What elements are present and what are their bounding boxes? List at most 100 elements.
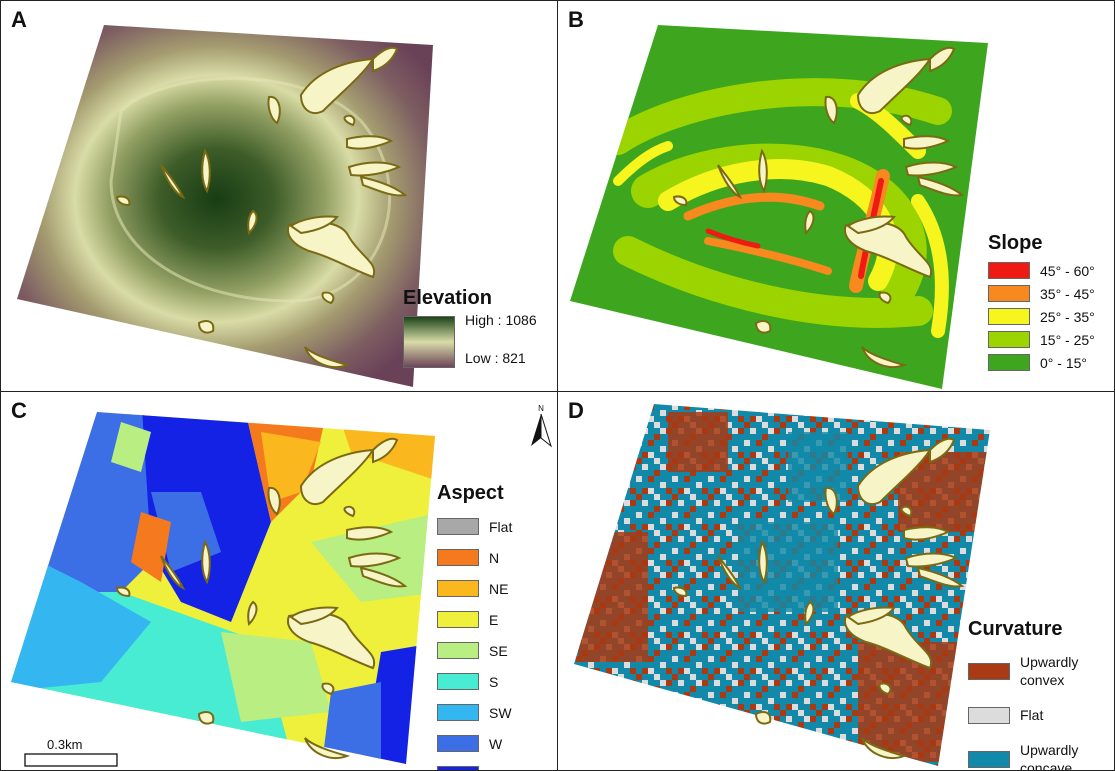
landslide-polygon — [289, 215, 339, 235]
landslide-polygon — [359, 566, 408, 588]
elevation-legend: Elevation High : 1086 Low : 821 — [403, 287, 537, 370]
landslide-polygon — [824, 486, 838, 516]
legend-label: 15° - 25° — [1040, 331, 1095, 348]
legend-row: NW — [437, 759, 512, 770]
landslide-polygon — [201, 148, 211, 194]
landslide-polygon — [197, 320, 215, 334]
legend-label: 0° - 15° — [1040, 354, 1087, 371]
landslide-polygons — [115, 437, 408, 759]
landslide-polygon — [903, 135, 951, 150]
legend-row: NE — [437, 573, 512, 604]
legend-label: N — [489, 549, 500, 566]
landslide-polygon — [160, 555, 186, 591]
landslide-polygons — [115, 46, 408, 368]
legend-label: NE — [489, 580, 509, 597]
elevation-map — [17, 25, 433, 387]
landslide-polygon — [878, 291, 892, 305]
legend-row: Upwardly concave — [968, 737, 1100, 771]
legend-swatch — [988, 331, 1030, 348]
panel-label-d: D — [568, 398, 584, 423]
elevation-legend-title: Elevation — [403, 287, 492, 309]
landslide-polygon — [672, 586, 688, 598]
landslide-polygon — [343, 114, 356, 127]
elevation-low-label: Low : 821 — [465, 350, 526, 366]
landslide-polygon — [754, 711, 772, 725]
legend-row: N — [437, 542, 512, 573]
landslide-polygon — [717, 555, 743, 591]
aspect-map: N 0.3km — [11, 404, 552, 767]
legend-swatch — [968, 706, 1010, 724]
landslide-polygon — [343, 505, 356, 518]
landslide-polygon — [758, 539, 768, 585]
north-arrow: N — [531, 404, 552, 448]
legend-label: Flat — [1020, 707, 1044, 723]
legend-swatch — [437, 704, 479, 721]
landslide-polygon — [904, 552, 959, 568]
legend-label: 45° - 60° — [1040, 262, 1095, 279]
landslide-polygon — [900, 114, 913, 127]
panel-a: A Elevation High : 1086 Low : 821 — [0, 0, 558, 392]
curvature-legend: Curvature Upwardly convex Flat Upwardly co… — [968, 618, 1100, 771]
legend-swatch — [988, 308, 1030, 325]
landslide-polygon — [846, 606, 896, 626]
landslide-polygon — [916, 175, 965, 197]
landslide-polygon — [904, 161, 959, 177]
landslide-polygon — [289, 606, 339, 626]
landslide-polygon — [304, 346, 351, 368]
legend-label: SW — [489, 704, 512, 721]
landslide-polygon — [856, 448, 932, 505]
panel-c: N 0.3km C Aspect Flat N NE E SE S SW W NW — [0, 391, 558, 771]
landslide-polygon — [359, 175, 408, 197]
scale-bar: 0.3km — [24, 737, 118, 767]
legend-label: Upwardly convex — [1020, 654, 1079, 688]
aspect-legend: Aspect Flat N NE E SE S SW W NW — [437, 482, 512, 770]
landslide-polygon — [372, 437, 399, 464]
landslide-polygon — [267, 95, 281, 125]
landslide-polygon — [861, 346, 908, 368]
slope-map — [570, 25, 988, 389]
legend-swatch — [437, 735, 479, 752]
landslide-polygon — [672, 195, 688, 207]
landslide-polygon — [346, 135, 394, 150]
slope-legend: Slope 45° - 60° 35° - 45° 25° - 35° 15° - 2… — [988, 232, 1095, 374]
landslide-polygon — [160, 164, 186, 200]
landslide-polygon — [347, 552, 402, 568]
legend-swatch — [437, 642, 479, 659]
legend-swatch — [437, 580, 479, 597]
legend-swatch — [988, 285, 1030, 302]
elevation-color-ramp — [403, 316, 455, 368]
legend-label: E — [489, 611, 499, 628]
landslide-polygon — [347, 161, 402, 177]
legend-swatch — [437, 518, 479, 535]
landslide-polygon — [754, 320, 772, 334]
landslide-polygon — [758, 148, 768, 194]
legend-label: Upwardly concave — [1020, 742, 1079, 771]
landslide-polygons — [672, 46, 965, 368]
aspect-legend-title: Aspect — [437, 482, 504, 504]
legend-swatch — [968, 662, 1010, 680]
legend-row: W — [437, 728, 512, 759]
landslide-polygon — [299, 57, 375, 114]
landslide-polygon — [321, 682, 335, 696]
legend-row: 45° - 60° — [988, 259, 1095, 282]
landslide-polygon — [804, 600, 815, 627]
landslide-polygon — [929, 437, 956, 464]
landslide-polygon — [267, 486, 281, 516]
curvature-legend-title: Curvature — [968, 618, 1063, 640]
landslide-polygon — [916, 566, 965, 588]
landslide-polygon — [304, 737, 351, 759]
curvature-map — [574, 404, 990, 766]
legend-row: 0° - 15° — [988, 351, 1095, 374]
legend-label: SE — [489, 642, 508, 659]
legend-label: 25° - 35° — [1040, 308, 1095, 325]
landslide-polygon — [247, 600, 258, 627]
landslide-polygon — [844, 612, 933, 670]
legend-swatch — [437, 766, 479, 770]
landslide-polygon — [929, 46, 956, 73]
legend-row: 15° - 25° — [988, 328, 1095, 351]
legend-row: 25° - 35° — [988, 305, 1095, 328]
landslide-polygons — [672, 437, 965, 759]
landslide-polygon — [201, 539, 211, 585]
landslide-polygon — [861, 737, 908, 759]
landslide-polygon — [824, 95, 838, 125]
